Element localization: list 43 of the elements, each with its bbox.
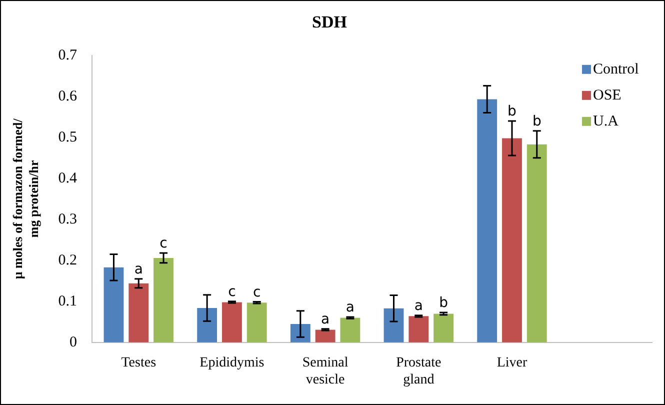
bar [246,302,267,342]
data-label: c [160,236,168,252]
legend-label: OSE [593,87,622,104]
bar [154,258,174,342]
bar [434,314,454,342]
x-tick-label: Seminal vesicle [302,355,348,388]
y-tick-label: 0.4 [58,170,78,186]
y-tick-label: 0.2 [58,252,77,268]
x-tick-label: Prostate gland [396,355,442,388]
bar [502,138,522,342]
data-label: b [508,104,517,120]
y-tick-label: 0.7 [58,47,78,64]
bar [526,144,547,342]
data-label: b [439,295,448,312]
bar [408,316,429,342]
data-label: a [346,300,354,316]
data-label: a [414,298,423,314]
x-tick-label: Epididymis [200,355,264,370]
bar [477,99,498,342]
chart-title: SDH [312,12,347,32]
bar [197,308,218,342]
data-label: c [253,284,261,300]
y-tick-label: 0.3 [58,211,77,228]
data-label: a [134,261,143,278]
bar [104,267,124,342]
data-label: b [532,113,542,130]
x-tick-label: Testes [121,355,156,370]
bar [290,324,310,342]
bar [128,283,149,342]
bar [222,302,242,342]
legend-label: U.A [593,113,619,130]
y-tick-label: 0.1 [58,293,77,310]
data-label: c [228,284,236,300]
y-tick-label: 0.6 [58,88,78,104]
y-axis-title: µ moles of formazon formed/ mg protein/hr [10,118,41,280]
data-label: a [321,312,330,328]
x-tick-label: Liver [496,355,528,370]
y-tick-label: 0.5 [58,129,77,146]
bar [340,318,360,342]
y-tick-label: 0 [69,334,77,350]
legend-label: Control [593,61,639,78]
bar [315,330,336,342]
bar [384,308,404,342]
